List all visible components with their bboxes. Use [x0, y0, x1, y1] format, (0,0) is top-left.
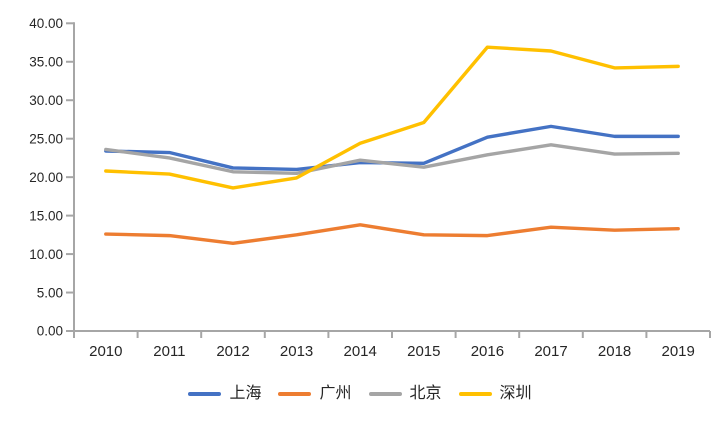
- legend-swatch-shanghai: [188, 392, 222, 396]
- series-line-beijing: [104, 143, 680, 176]
- legend-swatch-shenzhen: [458, 392, 492, 396]
- legend-label: 广州: [319, 385, 352, 402]
- x-axis-tick-label: 2013: [280, 343, 313, 360]
- series-line-shenzhen: [104, 45, 680, 190]
- x-axis-tick-label: 2018: [598, 343, 631, 360]
- x-axis-tick-label: 2014: [344, 343, 377, 360]
- y-axis-tick-label: 30.00: [29, 93, 63, 108]
- legend-item-guangzhou: 广州: [278, 385, 352, 402]
- x-axis-tick-label: 2016: [471, 343, 504, 360]
- x-axis-tick-label: 2019: [662, 343, 695, 360]
- chart-canvas: 0.00 5.00 10.00 15.00 20.00 25.00 30.00 35.00 40…: [29, 16, 711, 360]
- y-axis-tick-label: 10.00: [29, 247, 63, 262]
- y-axis-tick-label: 5.00: [37, 285, 63, 300]
- legend-item-shanghai: 上海: [188, 386, 261, 402]
- y-axis-tick-label: 15.00: [29, 208, 63, 223]
- legend-swatch-beijing: [368, 392, 402, 396]
- legend-label: 上海: [229, 385, 262, 402]
- legend-swatch-guangzhou: [278, 392, 312, 396]
- x-axis-tick-label: 2010: [89, 343, 122, 360]
- x-axis-tick-label: 2017: [534, 343, 567, 360]
- series-line-guangzhou: [104, 223, 680, 246]
- y-axis-tick-label: 40.00: [29, 16, 63, 31]
- y-axis-tick-label: 0.00: [37, 324, 63, 339]
- legend-item-shenzhen: 深圳: [458, 385, 532, 402]
- x-axis-tick-label: 2015: [407, 343, 440, 360]
- price-ratio-line-chart: 0.00 5.00 10.00 15.00 20.00 25.00 30.00 35.00 40…: [29, 16, 711, 360]
- x-axis-tick-label: 2012: [216, 343, 249, 360]
- legend-item-beijing: 北京: [368, 385, 442, 402]
- legend-label: 深圳: [499, 385, 532, 402]
- x-axis-tick-label: 2011: [153, 343, 185, 360]
- legend-label: 北京: [409, 385, 442, 402]
- y-axis-tick-label: 35.00: [29, 54, 63, 69]
- chart-legend: 上海 广州 北京 深圳: [0, 386, 720, 402]
- y-axis-tick-label: 20.00: [29, 170, 63, 185]
- y-axis-tick-label: 25.00: [29, 131, 63, 146]
